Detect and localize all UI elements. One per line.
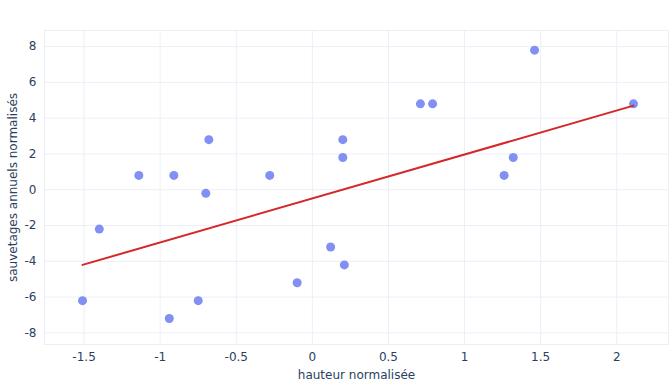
svg-text:sauvetages annuels normalisés: sauvetages annuels normalisés	[6, 93, 20, 282]
svg-text:0.5: 0.5	[379, 350, 398, 364]
svg-text:2: 2	[613, 350, 621, 364]
svg-text:-1: -1	[154, 350, 166, 364]
svg-text:1: 1	[461, 350, 469, 364]
svg-text:-6: -6	[25, 290, 37, 304]
svg-text:-0.5: -0.5	[225, 350, 248, 364]
svg-text:-1.5: -1.5	[72, 350, 95, 364]
svg-text:8: 8	[29, 39, 37, 53]
svg-text:6: 6	[29, 75, 37, 89]
svg-text:2: 2	[29, 147, 37, 161]
svg-text:hauteur normalisée: hauteur normalisée	[298, 368, 415, 382]
svg-text:-4: -4	[25, 254, 37, 268]
svg-text:-8: -8	[25, 326, 37, 340]
svg-text:1.5: 1.5	[531, 350, 550, 364]
svg-text:-2: -2	[25, 218, 37, 232]
svg-text:0: 0	[309, 350, 317, 364]
svg-text:0: 0	[29, 183, 37, 197]
svg-text:4: 4	[29, 111, 37, 125]
